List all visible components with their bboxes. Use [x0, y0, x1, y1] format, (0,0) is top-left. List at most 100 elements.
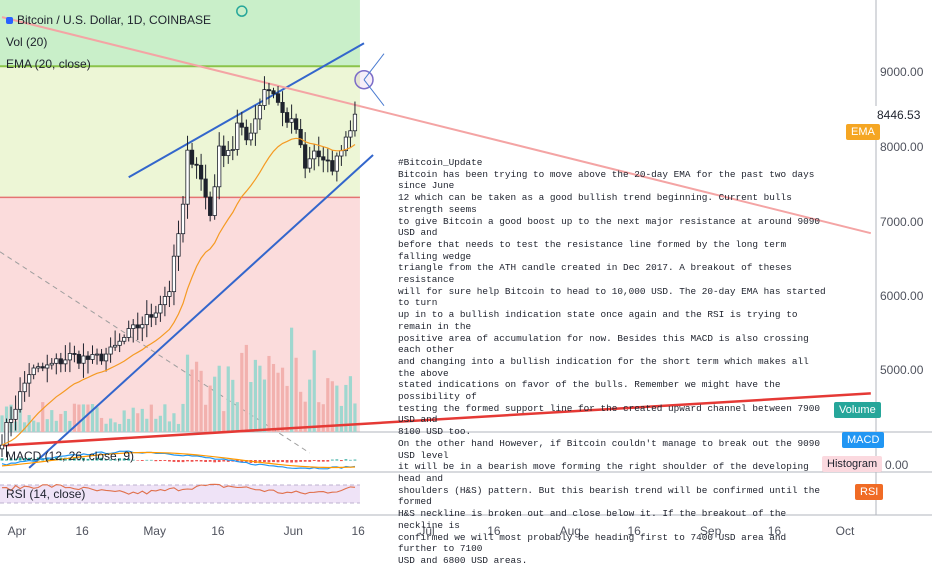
volume-bar — [271, 363, 276, 432]
histogram-bar — [91, 459, 94, 461]
channel-upper-line — [128, 42, 365, 179]
symbol-icon — [6, 17, 13, 25]
candle-body — [49, 362, 54, 366]
ema-line — [1, 137, 356, 446]
histogram-bar — [109, 459, 112, 461]
volume-bar — [190, 369, 194, 432]
volume-bar — [222, 411, 226, 432]
candle-body — [17, 391, 23, 410]
histogram-bar — [0, 458, 4, 461]
volume-bar — [90, 404, 95, 432]
candle-body — [348, 130, 353, 138]
time-tick: 16 — [75, 524, 89, 538]
histogram-bar — [308, 460, 312, 462]
symbol-legend[interactable]: Bitcoin / U.S. Dollar, 1D, COINBASE — [6, 13, 211, 27]
histogram-bar — [136, 460, 140, 461]
volume-bar — [104, 423, 108, 432]
histogram-bar — [186, 460, 189, 462]
volume-bar — [330, 381, 334, 432]
candle-body — [198, 164, 204, 180]
candle-body — [316, 150, 321, 158]
volume-bar — [258, 365, 262, 432]
histogram-bar — [353, 459, 357, 461]
note-line: confirmed we will most probably be headi… — [398, 531, 792, 555]
histogram-bar — [163, 460, 167, 461]
price-tick-9000: 9000.00 — [880, 65, 924, 79]
ema-legend[interactable]: EMA (20, close) — [6, 57, 91, 71]
price-tick-6000: 6000.00 — [880, 289, 924, 303]
volume-bar — [204, 404, 208, 432]
volume-bar — [353, 403, 357, 432]
candle-body — [54, 358, 59, 364]
volume-bar — [181, 403, 185, 432]
candle-body — [352, 113, 358, 132]
volume-bar — [109, 418, 113, 432]
candle-body — [103, 353, 109, 362]
candle-body — [36, 366, 41, 369]
volume-bar — [185, 354, 190, 432]
histogram-bar — [131, 459, 135, 461]
volume-bar — [194, 361, 199, 432]
histogram-bar — [258, 460, 262, 462]
rsi-legend[interactable]: RSI (14, close) — [6, 487, 86, 501]
volume-bar — [154, 418, 158, 432]
note-line: H&S neckline is broken out and close bel… — [398, 508, 792, 531]
histogram-bar — [68, 457, 72, 461]
volume-bar — [321, 404, 325, 432]
candle-body — [194, 163, 199, 166]
histogram-bar — [222, 460, 226, 462]
candle-body — [72, 353, 77, 355]
candle-body — [8, 418, 14, 423]
candle-body — [343, 136, 349, 152]
volume-bar — [290, 327, 294, 432]
vol-legend[interactable]: Vol (20) — [6, 35, 48, 49]
histogram-bar — [32, 458, 36, 461]
candle-body — [58, 358, 63, 365]
macd-line — [1, 450, 356, 470]
volume-bar — [68, 420, 72, 432]
histogram-bar — [335, 459, 339, 461]
histogram-bar — [54, 457, 58, 461]
rsi-line — [1, 483, 356, 495]
volume-bar — [45, 419, 49, 432]
candle-body — [262, 89, 267, 106]
volume-bar — [122, 410, 126, 432]
histogram-bar — [312, 460, 316, 462]
candle-body — [203, 178, 208, 198]
candle-body — [158, 304, 163, 314]
note-line: will for sure help Bitcoin to head to 10… — [398, 285, 832, 309]
volume-bar — [23, 422, 27, 432]
volume-bar — [235, 402, 239, 432]
candle-body — [235, 122, 240, 150]
volume-bar — [213, 376, 217, 432]
candle-body — [185, 149, 190, 205]
histogram-bar — [344, 459, 348, 461]
volume-bar — [176, 423, 181, 432]
histogram-bar — [217, 460, 221, 463]
candle-body — [221, 145, 226, 157]
volume-bar — [326, 378, 330, 432]
histogram-bar — [213, 460, 217, 463]
note-line: stated indications on favor of the bulls… — [398, 379, 787, 403]
histogram-bar — [45, 457, 49, 461]
candle-body — [45, 364, 50, 369]
macd-legend[interactable]: MACD (12, 26, close, 9) — [6, 449, 135, 463]
histogram-bar — [5, 459, 8, 461]
volume-bar — [50, 410, 54, 432]
histogram-bar — [118, 458, 122, 461]
volume-bar — [199, 370, 203, 432]
histogram-bar — [281, 460, 284, 463]
candle-body — [244, 126, 249, 141]
time-tick: May — [143, 524, 166, 538]
volume-bar — [335, 385, 339, 432]
chart-canvas[interactable] — [0, 0, 932, 550]
volume-bar — [317, 402, 321, 432]
analysis-note: #Bitcoin_Update Bitcoin has been trying t… — [398, 157, 830, 567]
volume-bar — [77, 404, 81, 432]
note-line: shoulders (H&S) pattern. But this bearis… — [398, 484, 826, 508]
histogram-bar — [240, 460, 244, 463]
histogram-bar — [154, 460, 158, 462]
candle-body — [275, 93, 281, 103]
volume-bar — [339, 405, 343, 432]
note-line: and changing into a bullish indication f… — [398, 355, 815, 379]
